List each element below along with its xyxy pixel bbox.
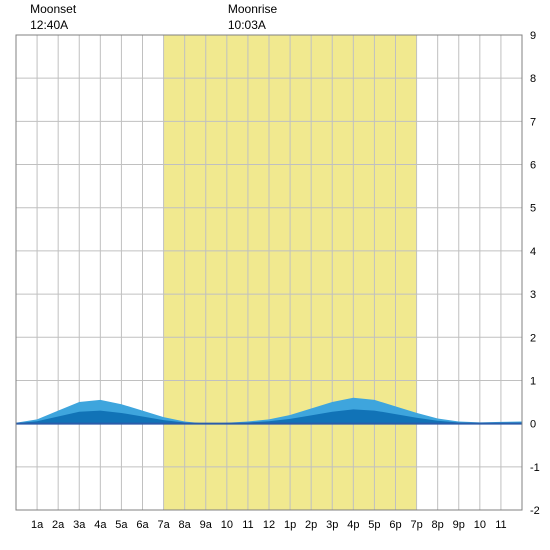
y-tick-label: 3 xyxy=(530,289,536,301)
x-tick-label: 8p xyxy=(432,519,444,531)
x-tick-label: 8a xyxy=(179,519,192,531)
x-tick-label: 12 xyxy=(263,519,275,531)
x-tick-label: 5p xyxy=(368,519,380,531)
x-tick-label: 7a xyxy=(157,519,170,531)
x-tick-label: 1a xyxy=(31,519,44,531)
y-tick-label: 8 xyxy=(530,73,536,85)
y-tick-label: -1 xyxy=(530,462,540,474)
y-tick-label: 1 xyxy=(530,375,536,387)
y-tick-label: 6 xyxy=(530,160,536,172)
y-tick-label: 0 xyxy=(530,419,536,431)
moonset-title: Moonset xyxy=(30,2,76,18)
x-tick-label: 6p xyxy=(389,519,401,531)
chart-svg: -2-101234567891a2a3a4a5a6a7a8a9a1011121p… xyxy=(0,0,550,550)
x-tick-label: 10 xyxy=(221,519,233,531)
y-tick-label: -2 xyxy=(530,505,540,517)
y-tick-label: 4 xyxy=(530,246,536,258)
x-tick-label: 4a xyxy=(94,519,107,531)
y-tick-label: 5 xyxy=(530,203,536,215)
x-tick-label: 11 xyxy=(495,519,506,531)
moonrise-label: Moonrise 10:03A xyxy=(228,2,277,33)
moonset-time: 12:40A xyxy=(30,18,76,34)
x-tick-label: 4p xyxy=(347,519,359,531)
x-tick-label: 7p xyxy=(410,519,422,531)
x-tick-label: 3p xyxy=(326,519,338,531)
x-tick-label: 5a xyxy=(115,519,128,531)
x-tick-label: 6a xyxy=(136,519,149,531)
x-tick-label: 2p xyxy=(305,519,317,531)
x-tick-label: 11 xyxy=(242,519,253,531)
x-tick-label: 9p xyxy=(453,519,465,531)
y-tick-label: 2 xyxy=(530,332,536,344)
tide-chart: Moonset 12:40A Moonrise 10:03A -2-101234… xyxy=(0,0,550,550)
x-tick-label: 2a xyxy=(52,519,65,531)
moonset-label: Moonset 12:40A xyxy=(30,2,76,33)
moonrise-title: Moonrise xyxy=(228,2,277,18)
x-tick-label: 10 xyxy=(474,519,486,531)
y-tick-label: 7 xyxy=(530,116,536,128)
x-tick-label: 3a xyxy=(73,519,86,531)
moonrise-time: 10:03A xyxy=(228,18,277,34)
x-tick-label: 9a xyxy=(200,519,213,531)
y-tick-label: 9 xyxy=(530,30,536,42)
x-tick-label: 1p xyxy=(284,519,296,531)
